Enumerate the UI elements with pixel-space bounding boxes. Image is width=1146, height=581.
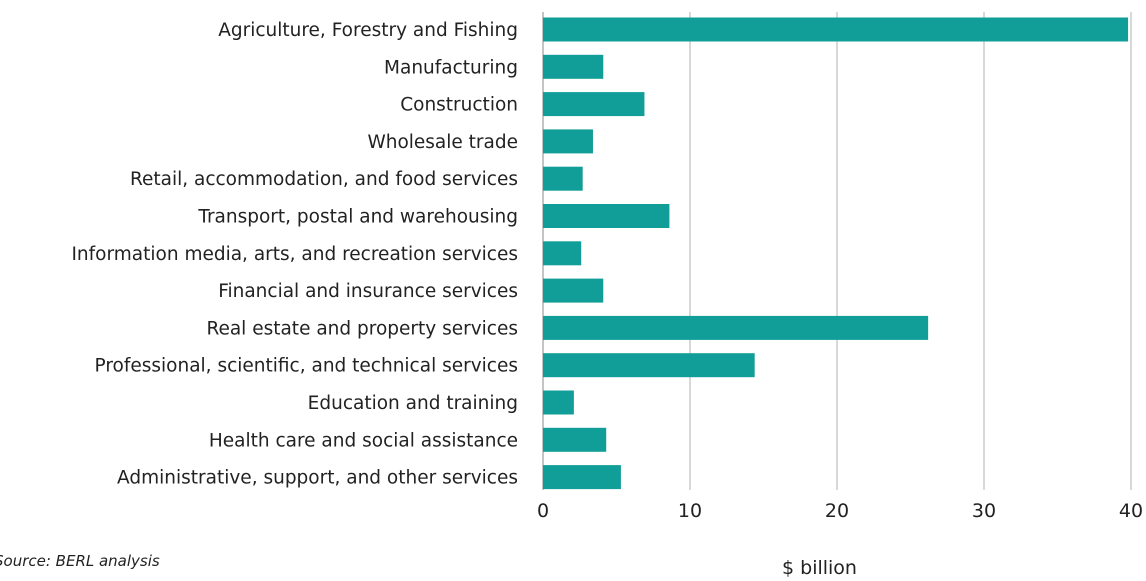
category-label: Information media, arts, and recreation … xyxy=(71,244,518,265)
bar xyxy=(543,427,607,452)
bar xyxy=(543,278,604,303)
x-tick-label: 20 xyxy=(825,500,849,522)
bar xyxy=(543,92,645,117)
category-label: Professional, scientific, and technical … xyxy=(95,356,519,377)
category-label: Manufacturing xyxy=(384,57,518,78)
source-note: Source: BERL analysis xyxy=(0,552,160,570)
bars xyxy=(543,17,1129,490)
bar xyxy=(543,204,670,228)
x-tick-label: 30 xyxy=(972,500,996,522)
category-label: Education and training xyxy=(308,393,518,414)
bar xyxy=(543,54,604,79)
bar xyxy=(543,241,582,266)
category-label: Wholesale trade xyxy=(367,132,518,153)
bar xyxy=(543,315,929,340)
category-label: Health care and social assistance xyxy=(209,430,518,451)
bar xyxy=(543,166,583,191)
grid-lines xyxy=(542,12,1132,490)
category-label: Agriculture, Forestry and Fishing xyxy=(218,20,518,41)
x-tick-labels: 0 10 20 30 40 xyxy=(537,500,1143,522)
x-tick-label: 40 xyxy=(1119,500,1143,522)
x-tick-label: 0 xyxy=(537,500,549,522)
bar xyxy=(543,353,755,378)
bar xyxy=(543,465,621,490)
category-label: Administrative, support, and other servi… xyxy=(117,468,518,489)
category-label: Transport, postal and warehousing xyxy=(197,207,518,228)
category-label: Retail, accommodation, and food services xyxy=(130,169,518,190)
category-label: Construction xyxy=(400,95,518,116)
bar xyxy=(543,129,593,154)
bar xyxy=(543,17,1129,42)
category-labels: Agriculture, Forestry and Fishing Manufac… xyxy=(71,20,518,489)
category-label: Real estate and property services xyxy=(206,318,518,339)
bar xyxy=(543,390,574,415)
x-axis-title: $ billion xyxy=(782,557,857,579)
x-tick-label: 10 xyxy=(678,500,702,522)
category-label: Financial and insurance services xyxy=(218,281,518,302)
